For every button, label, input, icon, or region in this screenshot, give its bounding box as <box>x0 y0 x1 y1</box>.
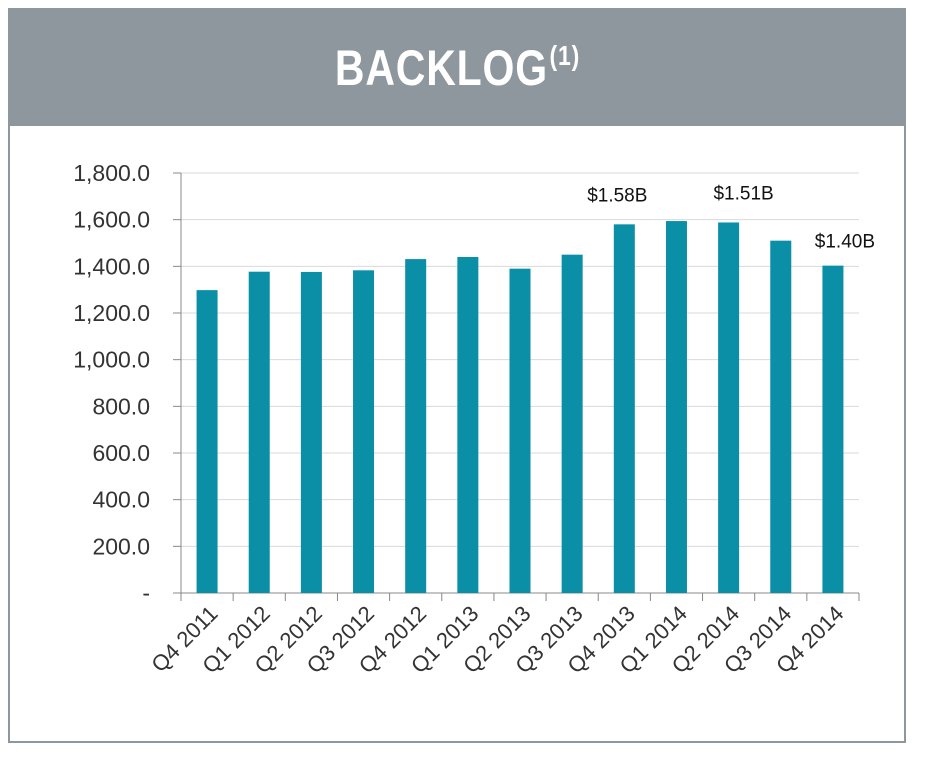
y-tick-label: 1,600.0 <box>73 207 150 233</box>
bar <box>457 257 479 593</box>
bar <box>822 265 844 593</box>
data-label: $1.58B <box>587 185 647 206</box>
y-tick-label: 1,200.0 <box>73 300 150 326</box>
y-tick-label: 600.0 <box>92 440 150 466</box>
bar <box>248 271 270 593</box>
bar <box>718 222 740 593</box>
bar <box>405 259 427 593</box>
bar <box>509 268 531 593</box>
y-tick-label: 200.0 <box>92 533 150 559</box>
bar <box>353 270 375 593</box>
bar <box>561 254 583 593</box>
bar <box>770 240 792 593</box>
bar <box>665 221 687 594</box>
bar <box>613 224 635 594</box>
bar <box>300 271 322 593</box>
data-label: $1.40B <box>815 232 875 253</box>
y-tick-label: 1,400.0 <box>73 253 150 279</box>
footnote-mark: (1) <box>549 40 580 71</box>
panel-header: BACKLOG(1) <box>10 10 904 126</box>
y-tick-label: 400.0 <box>92 487 150 513</box>
y-tick-label: 800.0 <box>92 393 150 419</box>
backlog-panel: BACKLOG(1) <box>8 8 906 743</box>
data-label: $1.51B <box>713 183 773 204</box>
y-tick-label: 1,800.0 <box>73 160 150 186</box>
chart-title-text: BACKLOG <box>334 40 548 96</box>
bar <box>196 290 218 593</box>
y-tick-label: 1,000.0 <box>73 347 150 373</box>
y-tick-label: - <box>142 580 150 606</box>
chart-title: BACKLOG(1) <box>334 39 579 97</box>
